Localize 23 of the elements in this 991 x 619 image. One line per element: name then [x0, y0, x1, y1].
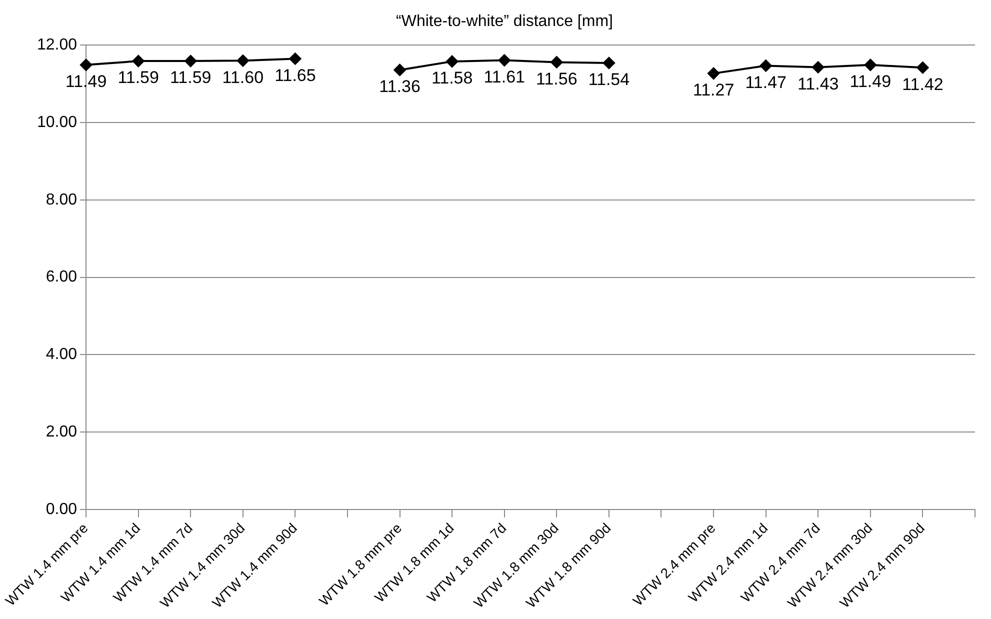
data-label: 11.49	[65, 72, 107, 92]
y-tick-label: 12.00	[36, 36, 78, 54]
data-label: 11.60	[222, 68, 264, 87]
data-label: 11.43	[797, 74, 839, 94]
y-tick-label: 10.00	[36, 114, 78, 131]
y-tick-label: 0.00	[46, 500, 78, 518]
data-label: 11.49	[850, 72, 892, 92]
data-label: 11.47	[745, 72, 786, 92]
data-label: 11.59	[118, 68, 159, 88]
data-label: 11.27	[692, 80, 734, 100]
data-label: 11.42	[902, 74, 944, 94]
chart-title: “White-to-white” distance [mm]	[396, 13, 613, 30]
data-label: 11.36	[379, 77, 420, 96]
data-label: 11.65	[274, 66, 316, 85]
y-tick-label: 8.00	[46, 191, 78, 208]
data-label: 11.61	[484, 67, 526, 86]
y-tick-label: 6.00	[46, 268, 78, 286]
y-tick-label: 4.00	[46, 346, 78, 364]
data-label: 11.59	[170, 68, 212, 88]
data-label: 11.54	[588, 70, 630, 90]
data-label: 11.58	[431, 68, 473, 88]
y-tick-label: 2.00	[46, 423, 78, 440]
data-label: 11.56	[536, 69, 578, 88]
